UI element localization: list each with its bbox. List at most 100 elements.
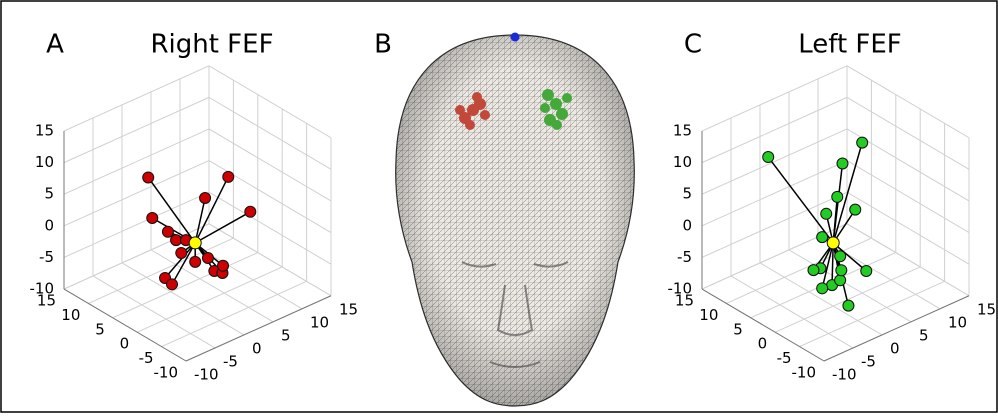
connector — [194, 197, 206, 244]
point — [835, 264, 848, 277]
point — [217, 259, 230, 272]
grid-line — [63, 128, 210, 195]
axis-line — [701, 288, 825, 362]
connector — [832, 209, 856, 244]
z-tick-label: 0 — [682, 216, 692, 234]
point — [170, 234, 183, 247]
z-tick-label: -5 — [677, 248, 692, 266]
grid-line — [92, 275, 216, 349]
face-features — [461, 261, 569, 368]
grid-line — [701, 128, 848, 195]
axis-line — [823, 295, 970, 362]
grid-line — [208, 128, 332, 202]
connector — [194, 176, 229, 244]
axis-line — [63, 288, 187, 362]
grid-line — [846, 223, 970, 297]
connector — [164, 242, 196, 279]
z-tick-label: -10 — [668, 280, 693, 298]
y-tick-label: -5 — [139, 349, 154, 367]
x-tick-label: 0 — [890, 339, 900, 357]
grid-line — [208, 223, 332, 297]
grid-line — [701, 191, 848, 258]
grid-line — [63, 160, 210, 227]
point — [166, 278, 178, 291]
connector — [171, 242, 196, 285]
point — [161, 225, 174, 238]
grid-line — [208, 96, 332, 170]
x-tick-label: -5 — [861, 352, 876, 370]
y-tick-label: 0 — [120, 335, 130, 353]
reference-marker — [510, 32, 520, 42]
point — [816, 282, 829, 295]
grid-line — [88, 237, 234, 304]
head-shade — [395, 35, 635, 406]
grid-line — [701, 65, 848, 132]
point — [842, 299, 855, 312]
x-tick-label: 5 — [281, 326, 291, 344]
point — [146, 211, 159, 224]
grid-line — [730, 275, 854, 349]
y-tick-label: 5 — [95, 320, 105, 338]
grid-line — [112, 252, 259, 319]
point — [175, 246, 188, 259]
grid-line — [150, 249, 274, 323]
grid-line — [846, 191, 970, 265]
point — [856, 136, 869, 149]
panel-label: A — [46, 30, 64, 60]
y-tick-label: 10 — [699, 306, 718, 324]
y-tick-label: 15 — [675, 292, 694, 310]
grid-line — [788, 249, 912, 323]
point — [189, 255, 202, 268]
z-tick-label: 0 — [44, 216, 54, 234]
grid-line — [121, 262, 245, 336]
point — [762, 151, 775, 164]
point — [831, 190, 844, 203]
connector — [832, 142, 863, 244]
grid-line — [208, 191, 332, 265]
grid-line — [701, 96, 848, 164]
point — [199, 192, 212, 205]
grid-line — [701, 160, 848, 227]
grid-line — [846, 65, 970, 139]
z-tick-label: 15 — [673, 122, 692, 140]
right-fef-cluster — [455, 92, 490, 130]
panel-label: C — [684, 30, 702, 60]
y-tick-label: -5 — [777, 349, 792, 367]
y-tick-label: 10 — [61, 306, 80, 324]
z-tick-label: -5 — [39, 248, 54, 266]
connector — [767, 156, 834, 244]
panel-label: B — [374, 30, 392, 60]
x-tick-label: -5 — [223, 352, 238, 370]
z-tick-label: 5 — [682, 185, 692, 203]
point — [834, 250, 847, 263]
connector — [147, 177, 196, 244]
point — [142, 171, 155, 184]
grid-line — [136, 266, 283, 333]
point — [201, 252, 214, 265]
chart-title: Right FEF — [150, 30, 273, 60]
point — [816, 231, 829, 244]
y-tick-label: 0 — [758, 335, 768, 353]
y-tick-label: 5 — [733, 320, 743, 338]
x-tick-label: 15 — [339, 300, 358, 318]
z-tick-label: 5 — [44, 185, 54, 203]
x-tick-label: 15 — [977, 300, 996, 318]
point — [834, 274, 847, 287]
grid-line — [846, 160, 970, 233]
grid-line — [846, 96, 970, 170]
connector — [831, 242, 834, 286]
grid-line — [799, 280, 945, 348]
x-tick-label: 5 — [919, 326, 929, 344]
y-tick-label: -10 — [154, 364, 179, 382]
grid-line — [208, 65, 332, 139]
x-tick-label: -10 — [832, 366, 857, 384]
point — [836, 157, 849, 170]
y-tick-label: 15 — [37, 292, 56, 310]
axis-line — [185, 295, 332, 362]
connector — [832, 196, 839, 243]
point — [860, 265, 873, 278]
x-tick-label: 0 — [252, 339, 262, 357]
point — [222, 170, 235, 183]
